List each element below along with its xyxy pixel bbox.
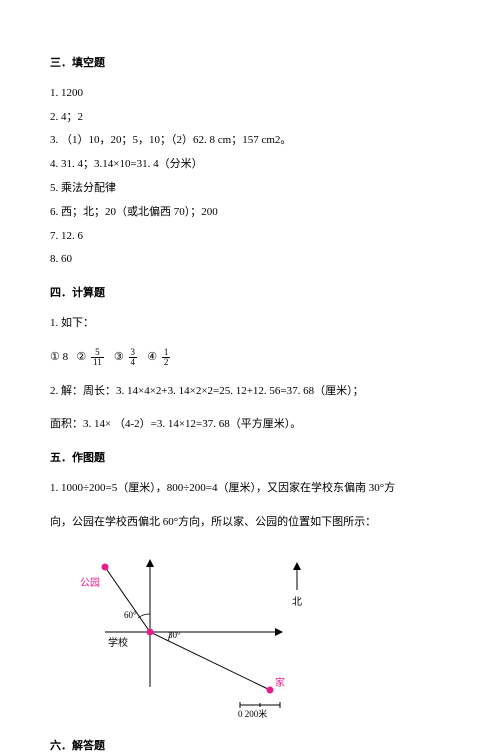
- calc-item-2-line1: 2. 解：周长：3. 14×4×2+3. 14×2×2=25. 12+12. 5…: [50, 382, 450, 402]
- calc-item-1-label: 1. 如下：: [50, 314, 450, 334]
- circled-1: ① 8: [50, 351, 68, 363]
- section5-title: 五．作图题: [50, 449, 450, 469]
- answer-3-3: 3. （1）10，20；5，10；（2）62. 8 cm；157 cm2。: [50, 131, 450, 151]
- circled-3: ③: [114, 351, 124, 363]
- answer-3-8: 8. 60: [50, 250, 450, 270]
- answer-3-4: 4. 31. 4；3.14×10=31. 4（分米）: [50, 155, 450, 175]
- home-label: 家: [275, 675, 285, 693]
- drawing-line2: 向，公园在学校西偏北 60°方向，所以家、公园的位置如下图所示：: [50, 513, 450, 533]
- calc-item-2-line2: 面积：3. 14× （4-2）=3. 14×12=37. 68（平方厘米）。: [50, 415, 450, 435]
- scale-label: 0 200米: [238, 706, 267, 722]
- calc-item-1-answers: ① 8 ② 511 ③ 34 ④ 12: [50, 348, 450, 368]
- angle-60-label: 60°: [124, 607, 137, 623]
- park-label: 公园: [80, 575, 100, 593]
- section3-title: 三．填空题: [50, 54, 450, 74]
- fraction-3: 34: [129, 348, 138, 367]
- answer-3-7: 7. 12. 6: [50, 227, 450, 247]
- answer-3-5: 5. 乘法分配律: [50, 179, 450, 199]
- circled-4: ④: [147, 351, 157, 363]
- answer-3-2: 2. 4；2: [50, 108, 450, 128]
- circled-2: ②: [76, 351, 86, 363]
- answer-3-6: 6. 西；北；20（或北偏西 70）；200: [50, 203, 450, 223]
- angle-30-label: 30°: [168, 627, 181, 643]
- drawing-line1: 1. 1000÷200=5（厘米），800÷200=4（厘米），又因家在学校东偏…: [50, 479, 450, 499]
- north-label: 北: [289, 594, 305, 612]
- diagram-svg: [80, 547, 360, 717]
- fraction-2: 511: [91, 348, 104, 367]
- answer-3-1: 1. 1200: [50, 84, 450, 104]
- section4-title: 四．计算题: [50, 284, 450, 304]
- fraction-4: 12: [162, 348, 171, 367]
- school-label: 学校: [108, 635, 128, 653]
- map-diagram: 北 公园 学校 家 60° 30° 0 200米: [80, 547, 360, 717]
- section6-title: 六．解答题: [50, 737, 450, 756]
- north-indicator: 北: [289, 562, 305, 612]
